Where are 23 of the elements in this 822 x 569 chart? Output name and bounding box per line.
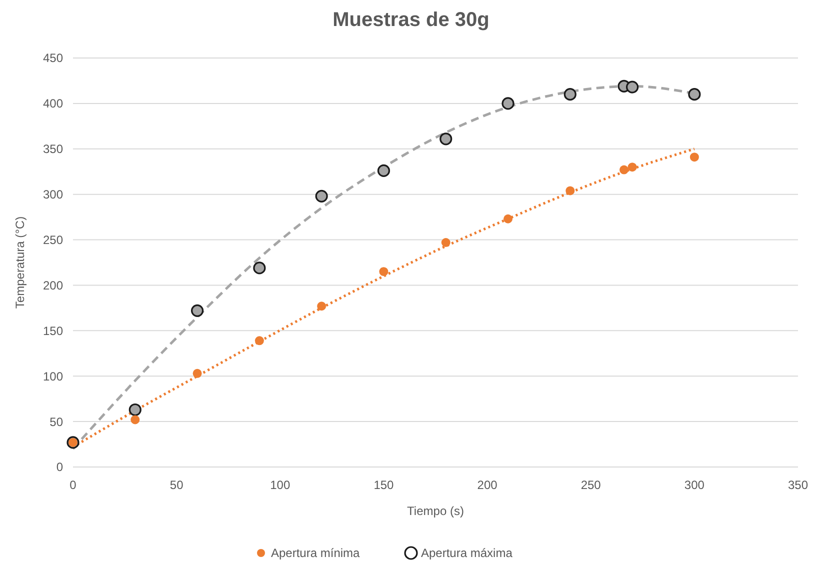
x-tick-label: 200: [477, 478, 498, 492]
y-tick-label: 350: [42, 142, 64, 156]
chart-title: Muestras de 30g: [332, 9, 490, 31]
x-tick-label: 150: [374, 478, 394, 492]
legend-label: Apertura máxima: [421, 546, 513, 560]
y-tick-label: 200: [42, 278, 64, 292]
x-tick-label: 300: [684, 478, 705, 492]
x-axis-title: Tiempo (s): [407, 504, 464, 518]
y-tick-label: 450: [42, 51, 64, 66]
legend-label: Apertura mínima: [271, 546, 360, 560]
x-tick-label: 350: [788, 478, 808, 492]
x-tick-label: 250: [580, 478, 602, 492]
y-tick-label: 250: [42, 232, 64, 247]
x-tick-label: 100: [270, 478, 290, 492]
y-tick-label: 150: [42, 324, 64, 338]
y-tick-label: 0: [56, 460, 64, 474]
y-tick-label: 300: [42, 188, 64, 202]
y-tick-label: 400: [42, 96, 64, 111]
y-tick-label: 100: [42, 369, 64, 384]
x-tick-label: 50: [170, 478, 184, 492]
y-tick-label: 50: [50, 414, 64, 429]
y-axis-title: Temperatura (°C): [13, 216, 27, 309]
x-tick-label: 0: [70, 478, 77, 492]
